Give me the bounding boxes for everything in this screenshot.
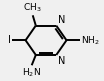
Text: N: N [58,15,66,25]
Text: NH$_2$: NH$_2$ [81,34,99,46]
Text: CH$_3$: CH$_3$ [23,1,42,14]
Text: I: I [8,35,11,45]
Text: H$_2$N: H$_2$N [22,67,41,79]
Text: N: N [58,56,66,66]
